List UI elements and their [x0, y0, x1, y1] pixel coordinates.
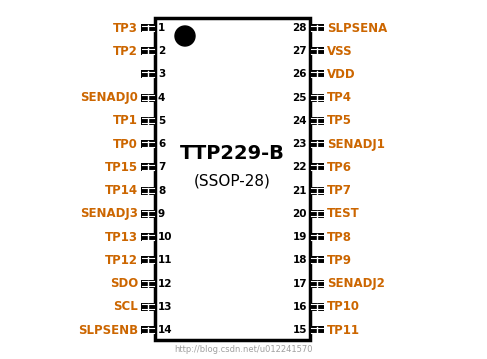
- Text: 20: 20: [293, 209, 307, 219]
- Text: 7: 7: [158, 162, 166, 172]
- Text: TP15: TP15: [105, 161, 138, 174]
- Bar: [310, 187, 324, 195]
- Bar: [141, 70, 155, 79]
- Bar: [310, 140, 324, 148]
- Bar: [141, 303, 155, 311]
- Text: TP1: TP1: [113, 115, 138, 127]
- Text: TP5: TP5: [327, 115, 352, 127]
- Text: TP11: TP11: [327, 323, 360, 336]
- Text: 14: 14: [158, 325, 172, 335]
- Text: SCL: SCL: [113, 300, 138, 313]
- Text: 13: 13: [158, 302, 172, 312]
- Text: 9: 9: [158, 209, 165, 219]
- Bar: [310, 233, 324, 241]
- Text: 25: 25: [293, 93, 307, 103]
- Text: TEST: TEST: [327, 208, 360, 220]
- Circle shape: [175, 26, 195, 46]
- Bar: [310, 24, 324, 32]
- Text: 5: 5: [158, 116, 165, 126]
- Text: TTP229-B: TTP229-B: [180, 144, 285, 163]
- Bar: [155, 18, 310, 340]
- Text: 27: 27: [292, 46, 307, 56]
- Text: 18: 18: [293, 255, 307, 265]
- Bar: [141, 210, 155, 218]
- Text: 17: 17: [292, 279, 307, 289]
- Bar: [310, 256, 324, 264]
- Text: SENADJ1: SENADJ1: [327, 137, 385, 151]
- Text: 10: 10: [158, 232, 172, 242]
- Text: 15: 15: [293, 325, 307, 335]
- Bar: [141, 94, 155, 102]
- Text: TP8: TP8: [327, 230, 352, 243]
- Text: 6: 6: [158, 139, 165, 149]
- Text: 4: 4: [158, 93, 166, 103]
- Bar: [141, 24, 155, 32]
- Text: 8: 8: [158, 186, 165, 196]
- Text: SLPSENA: SLPSENA: [327, 22, 387, 34]
- Text: 26: 26: [293, 69, 307, 79]
- Text: VDD: VDD: [327, 68, 356, 81]
- Text: 23: 23: [293, 139, 307, 149]
- Bar: [141, 326, 155, 334]
- Text: 3: 3: [158, 69, 165, 79]
- Bar: [141, 233, 155, 241]
- Text: 12: 12: [158, 279, 172, 289]
- Text: SDO: SDO: [110, 277, 138, 290]
- Text: TP9: TP9: [327, 254, 352, 267]
- Bar: [310, 117, 324, 125]
- Text: TP0: TP0: [113, 137, 138, 151]
- Text: SENADJ2: SENADJ2: [327, 277, 385, 290]
- Bar: [310, 70, 324, 79]
- Bar: [310, 47, 324, 55]
- Bar: [141, 140, 155, 148]
- Bar: [141, 117, 155, 125]
- Text: TP13: TP13: [105, 230, 138, 243]
- Text: TP14: TP14: [105, 184, 138, 197]
- Text: TP6: TP6: [327, 161, 352, 174]
- Bar: [310, 303, 324, 311]
- Bar: [310, 94, 324, 102]
- Bar: [310, 326, 324, 334]
- Bar: [310, 210, 324, 218]
- Text: TP7: TP7: [327, 184, 352, 197]
- Text: TP4: TP4: [327, 91, 352, 104]
- Bar: [141, 187, 155, 195]
- Text: 16: 16: [293, 302, 307, 312]
- Bar: [310, 280, 324, 288]
- Text: 11: 11: [158, 255, 172, 265]
- Text: 22: 22: [293, 162, 307, 172]
- Text: 28: 28: [293, 23, 307, 33]
- Text: TP2: TP2: [113, 45, 138, 58]
- Text: 19: 19: [293, 232, 307, 242]
- Bar: [141, 47, 155, 55]
- Text: 1: 1: [158, 23, 165, 33]
- Bar: [141, 256, 155, 264]
- Text: 2: 2: [158, 46, 165, 56]
- Text: SENADJ3: SENADJ3: [80, 208, 138, 220]
- Text: http://blog.csdn.net/u012241570: http://blog.csdn.net/u012241570: [174, 345, 313, 354]
- Text: 24: 24: [292, 116, 307, 126]
- Text: TP3: TP3: [113, 22, 138, 34]
- Text: 21: 21: [293, 186, 307, 196]
- Text: TP12: TP12: [105, 254, 138, 267]
- Text: SLPSENB: SLPSENB: [78, 323, 138, 336]
- Text: SENADJ0: SENADJ0: [80, 91, 138, 104]
- Text: (SSOP-28): (SSOP-28): [194, 174, 271, 189]
- Text: VSS: VSS: [327, 45, 353, 58]
- Bar: [310, 163, 324, 171]
- Bar: [141, 163, 155, 171]
- Text: TP10: TP10: [327, 300, 360, 313]
- Bar: [141, 280, 155, 288]
